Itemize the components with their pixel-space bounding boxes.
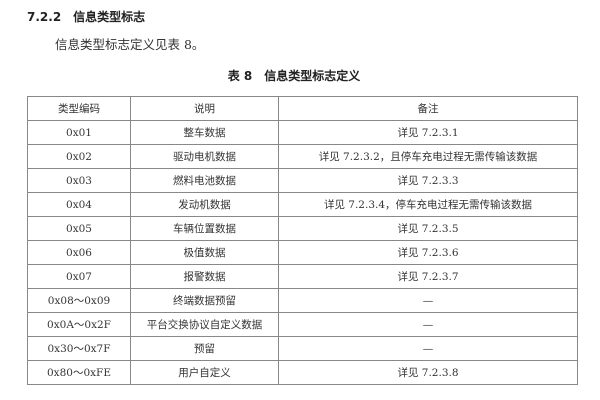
table-cell: 0x02: [27, 144, 131, 169]
table-cell: 整车数据: [130, 120, 279, 145]
table-row: 0x04 发动机数据 详见 7.2.3.4，停车充电过程无需传输该数据: [27, 192, 578, 217]
table-row: 0x06 极值数据 详见 7.2.3.6: [27, 240, 578, 265]
table-header-row: 类型编码 说明 备注: [27, 96, 578, 121]
table-cell: 0x03: [27, 168, 131, 193]
table-cell: 0x01: [27, 120, 131, 145]
table-cell: 详见 7.2.3.5: [278, 216, 578, 241]
paragraph: 信息类型标志定义见表 8。: [55, 37, 205, 52]
table-row: 0x02 驱动电机数据 详见 7.2.3.2，且停车充电过程无需传输该数据: [27, 144, 578, 169]
header-cell: 说明: [130, 96, 279, 121]
table-cell: 0x30～0x7F: [27, 336, 131, 361]
table-cell: 0x07: [27, 264, 131, 289]
header-cell: 备注: [278, 96, 578, 121]
caption-title: 信息类型标志定义: [264, 69, 361, 83]
table-cell: 终端数据预留: [130, 288, 279, 313]
table-row: 0x03 燃料电池数据 详见 7.2.3.3: [27, 168, 578, 193]
section-heading: 7.2.2 信息类型标志: [27, 8, 157, 25]
table-cell: 0x08～0x09: [27, 288, 131, 313]
table-cell: —: [278, 288, 578, 313]
table-cell: 燃料电池数据: [130, 168, 279, 193]
table-caption: 表 8 信息类型标志定义: [0, 67, 600, 84]
table-cell: 0x05: [27, 216, 131, 241]
table-cell: 详见 7.2.3.7: [278, 264, 578, 289]
table-cell: 用户自定义: [130, 360, 279, 385]
table-cell: 报警数据: [130, 264, 279, 289]
table-cell: 详见 7.2.3.1: [278, 120, 578, 145]
table-row: 0x0A～0x2F 平台交换协议自定义数据 —: [27, 312, 578, 337]
table-cell: 极值数据: [130, 240, 279, 265]
table-cell: —: [278, 336, 578, 361]
table-cell: 0x06: [27, 240, 131, 265]
table-cell: 车辆位置数据: [130, 216, 279, 241]
table-row: 0x08～0x09 终端数据预留 —: [27, 288, 578, 313]
table-cell: 详见 7.2.3.3: [278, 168, 578, 193]
table-cell: 发动机数据: [130, 192, 279, 217]
table-row: 0x01 整车数据 详见 7.2.3.1: [27, 120, 578, 145]
header-cell: 类型编码: [27, 96, 131, 121]
table-cell: 详见 7.2.3.8: [278, 360, 578, 385]
table-cell: 平台交换协议自定义数据: [130, 312, 279, 337]
caption-label: 表 8: [227, 69, 253, 83]
table-row: 0x30～0x7F 预留 —: [27, 336, 578, 361]
table-cell: 0x04: [27, 192, 131, 217]
table-row: 0x07 报警数据 详见 7.2.3.7: [27, 264, 578, 289]
table-cell: —: [278, 312, 578, 337]
table-cell: 驱动电机数据: [130, 144, 279, 169]
table-cell: 0x80～0xFE: [27, 360, 131, 385]
table-row: 0x05 车辆位置数据 详见 7.2.3.5: [27, 216, 578, 241]
table-row: 0x80～0xFE 用户自定义 详见 7.2.3.8: [27, 360, 578, 385]
table-cell: 详见 7.2.3.4，停车充电过程无需传输该数据: [278, 192, 578, 217]
info-type-table: 类型编码 说明 备注 0x01 整车数据 详见 7.2.3.1 0x02 驱动电机数据详…: [27, 96, 578, 385]
table-cell: 详见 7.2.3.6: [278, 240, 578, 265]
section-title: 信息类型标志: [73, 10, 146, 24]
table-cell: 0x0A～0x2F: [27, 312, 131, 337]
table-cell: 预留: [130, 336, 279, 361]
section-number: 7.2.2: [27, 10, 62, 24]
table-cell: 详见 7.2.3.2，且停车充电过程无需传输该数据: [278, 144, 578, 169]
